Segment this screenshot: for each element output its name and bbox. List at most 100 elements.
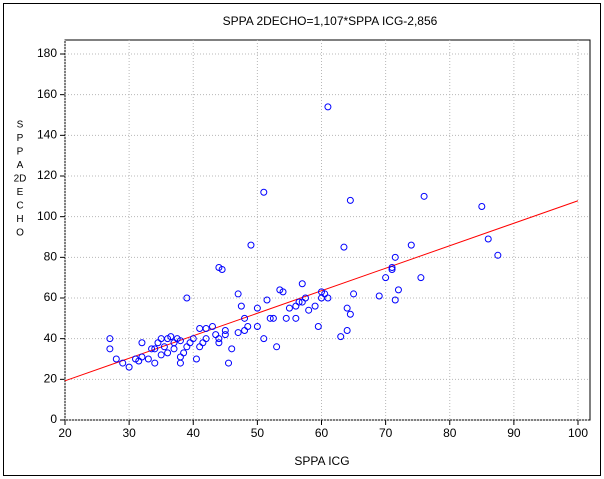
point	[269, 314, 277, 322]
point	[247, 241, 255, 249]
y-axis-label: E	[17, 187, 24, 198]
point	[215, 335, 223, 343]
point	[388, 264, 396, 271]
point	[215, 339, 223, 347]
y-tick-label: 120	[37, 168, 57, 182]
point	[292, 314, 300, 322]
point	[346, 310, 354, 318]
point	[253, 304, 261, 312]
point	[228, 345, 236, 353]
y-axis-label: 2D	[14, 174, 27, 185]
point	[375, 292, 383, 300]
point	[346, 196, 354, 204]
point	[394, 286, 402, 294]
y-axis-label: S	[17, 120, 24, 131]
point	[192, 355, 200, 363]
point	[221, 331, 229, 339]
point	[176, 337, 184, 345]
x-tick-label: 90	[507, 426, 521, 440]
point	[285, 304, 293, 312]
point	[301, 294, 309, 302]
point	[189, 335, 197, 343]
point	[138, 339, 146, 347]
point	[391, 296, 399, 304]
y-axis-label: H	[16, 214, 23, 225]
point	[260, 188, 268, 196]
point	[391, 253, 399, 261]
point	[417, 274, 425, 282]
point	[218, 266, 226, 274]
y-axis-label: P	[17, 133, 24, 144]
point	[324, 294, 332, 302]
point	[340, 243, 348, 251]
point	[266, 314, 274, 322]
point	[237, 302, 245, 310]
point	[314, 322, 322, 330]
point	[234, 329, 242, 337]
point	[343, 327, 351, 335]
point	[382, 274, 390, 282]
point	[295, 298, 303, 306]
y-axis-label: C	[16, 201, 23, 212]
x-tick-label: 70	[379, 426, 393, 440]
point	[305, 306, 313, 314]
point	[279, 288, 287, 296]
point	[167, 333, 175, 341]
point	[282, 314, 290, 322]
point	[494, 251, 502, 259]
point	[221, 327, 229, 335]
point	[202, 325, 210, 332]
point	[260, 335, 268, 343]
point	[151, 359, 159, 367]
y-axis-label: P	[17, 147, 24, 158]
x-tick-label: 100	[568, 426, 588, 440]
point	[273, 343, 281, 351]
point	[144, 355, 152, 363]
point	[350, 290, 358, 298]
point	[263, 296, 271, 304]
chart-title: SPPA 2DECHO=1,107*SPPA ICG-2,856	[223, 14, 438, 28]
y-axis-label: A	[17, 160, 24, 171]
point	[478, 203, 486, 210]
y-tick-label: 40	[44, 331, 58, 345]
point	[388, 266, 396, 274]
point	[208, 322, 216, 330]
point	[202, 335, 210, 343]
point	[484, 235, 492, 243]
y-tick-label: 20	[44, 372, 58, 386]
point	[119, 359, 127, 367]
point	[157, 351, 165, 359]
x-tick-label: 60	[315, 426, 329, 440]
point	[337, 333, 345, 341]
y-tick-label: 100	[37, 209, 57, 223]
fit-line	[64, 200, 579, 382]
point	[180, 349, 188, 357]
point	[164, 349, 172, 357]
point	[241, 314, 249, 322]
y-tick-label: 180	[37, 46, 57, 60]
point	[151, 345, 159, 353]
point	[106, 345, 114, 353]
y-tick-label: 60	[44, 290, 58, 304]
point	[298, 280, 306, 288]
x-tick-label: 30	[122, 426, 136, 440]
point	[225, 359, 233, 367]
point	[244, 322, 252, 330]
x-tick-label: 50	[251, 426, 265, 440]
point	[112, 355, 120, 363]
point	[253, 322, 261, 330]
point	[160, 343, 168, 351]
x-tick-label: 80	[443, 426, 457, 440]
point	[234, 290, 242, 298]
outer-frame	[3, 3, 601, 476]
x-tick-label: 40	[187, 426, 201, 440]
x-tick-label: 20	[58, 426, 72, 440]
point	[311, 302, 319, 310]
point	[343, 304, 351, 312]
point	[138, 353, 146, 361]
point	[420, 192, 428, 200]
point	[148, 345, 156, 353]
y-tick-label: 140	[37, 128, 57, 142]
point	[125, 363, 133, 371]
